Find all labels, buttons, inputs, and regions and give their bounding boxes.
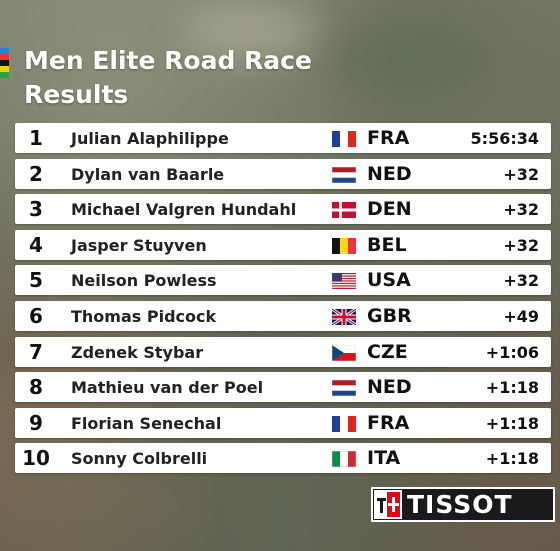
- position: 10: [22, 446, 50, 471]
- position: 6: [29, 304, 43, 328]
- country-code: FRA: [367, 411, 410, 434]
- result-row: 2 Dylan van Baarle NED +32: [15, 158, 551, 189]
- result-row: 7 Zdenek Stybar CZE +1:06: [15, 336, 551, 367]
- result-row: 3 Michael Valgren Hundahl DEN +32: [15, 194, 551, 225]
- country-code: NED: [367, 162, 412, 185]
- ned-flag-icon: [331, 379, 357, 397]
- bel-flag-icon: [332, 237, 356, 254]
- country-code: BEL: [367, 233, 407, 256]
- rider-name: Dylan van Baarle: [71, 164, 225, 184]
- position: 7: [29, 339, 43, 364]
- finish-time: +32: [503, 271, 539, 291]
- tissot-logo: TISSOT: [371, 487, 555, 522]
- finish-time: +1:18: [485, 449, 539, 469]
- gbr-flag-icon: [331, 307, 357, 327]
- position: 2: [29, 161, 43, 186]
- country-code: FRA: [367, 127, 410, 149]
- rider-name: Florian Senechal: [71, 413, 222, 433]
- position: 1: [29, 126, 43, 150]
- rider-name: Jasper Stuyven: [71, 235, 207, 255]
- country-code: CZE: [367, 340, 408, 363]
- rider-name: Mathieu van der Poel: [71, 378, 264, 398]
- result-row: 6 Thomas Pidcock GBR +49: [15, 301, 551, 331]
- page-title: Men Elite Road Race Results: [24, 44, 312, 112]
- background-blur: [330, 20, 490, 100]
- ned-flag-icon: [331, 166, 357, 183]
- finish-time: 5:56:34: [470, 129, 539, 148]
- background-blur: [0, 470, 200, 551]
- fra-flag-icon: [332, 415, 356, 432]
- result-row: 10 Sonny Colbrelli ITA +1:18: [15, 443, 551, 474]
- position: 3: [29, 197, 43, 222]
- tissot-logo-icon: [373, 489, 403, 520]
- result-row: 1 Julian Alaphilippe FRA 5:56:34: [15, 123, 551, 153]
- result-row: 9 Florian Senechal FRA +1:18: [15, 407, 551, 438]
- title-line-1: Men Elite Road Race: [24, 46, 312, 75]
- rider-name: Sonny Colbrelli: [71, 449, 208, 469]
- finish-time: +49: [503, 307, 539, 326]
- country-code: DEN: [367, 198, 412, 221]
- finish-time: +32: [503, 235, 539, 255]
- country-code: USA: [367, 269, 411, 292]
- position: 9: [29, 410, 43, 435]
- den-flag-icon: [332, 202, 356, 219]
- rider-name: Julian Alaphilippe: [71, 129, 229, 148]
- position: 8: [29, 375, 43, 400]
- rider-name: Thomas Pidcock: [71, 307, 217, 326]
- fra-flag-icon: [332, 131, 356, 147]
- finish-time: +1:06: [485, 342, 539, 362]
- rider-name: Zdenek Stybar: [71, 342, 204, 362]
- finish-time: +32: [503, 200, 539, 220]
- position: 4: [29, 232, 43, 257]
- country-code: ITA: [367, 447, 401, 470]
- rider-name: Neilson Powless: [71, 271, 217, 291]
- usa-flag-icon: [332, 273, 356, 290]
- sponsor-name: TISSOT: [407, 490, 513, 519]
- country-code: NED: [367, 376, 412, 399]
- result-row: 4 Jasper Stuyven BEL +32: [15, 229, 551, 260]
- title-line-2: Results: [24, 80, 129, 109]
- finish-time: +32: [503, 164, 539, 184]
- background-blur: [180, 0, 320, 60]
- rider-name: Michael Valgren Hundahl: [71, 200, 297, 220]
- country-code: GBR: [367, 305, 412, 327]
- uci-rainbow-stripe: [0, 48, 9, 78]
- finish-time: +1:18: [485, 378, 539, 398]
- position: 5: [29, 268, 43, 293]
- finish-time: +1:18: [485, 413, 539, 433]
- ita-flag-icon: [331, 451, 357, 468]
- cze-flag-icon: [331, 344, 357, 361]
- result-row: 8 Mathieu van der Poel NED +1:18: [15, 372, 551, 403]
- result-row: 5 Neilson Powless USA +32: [15, 265, 551, 296]
